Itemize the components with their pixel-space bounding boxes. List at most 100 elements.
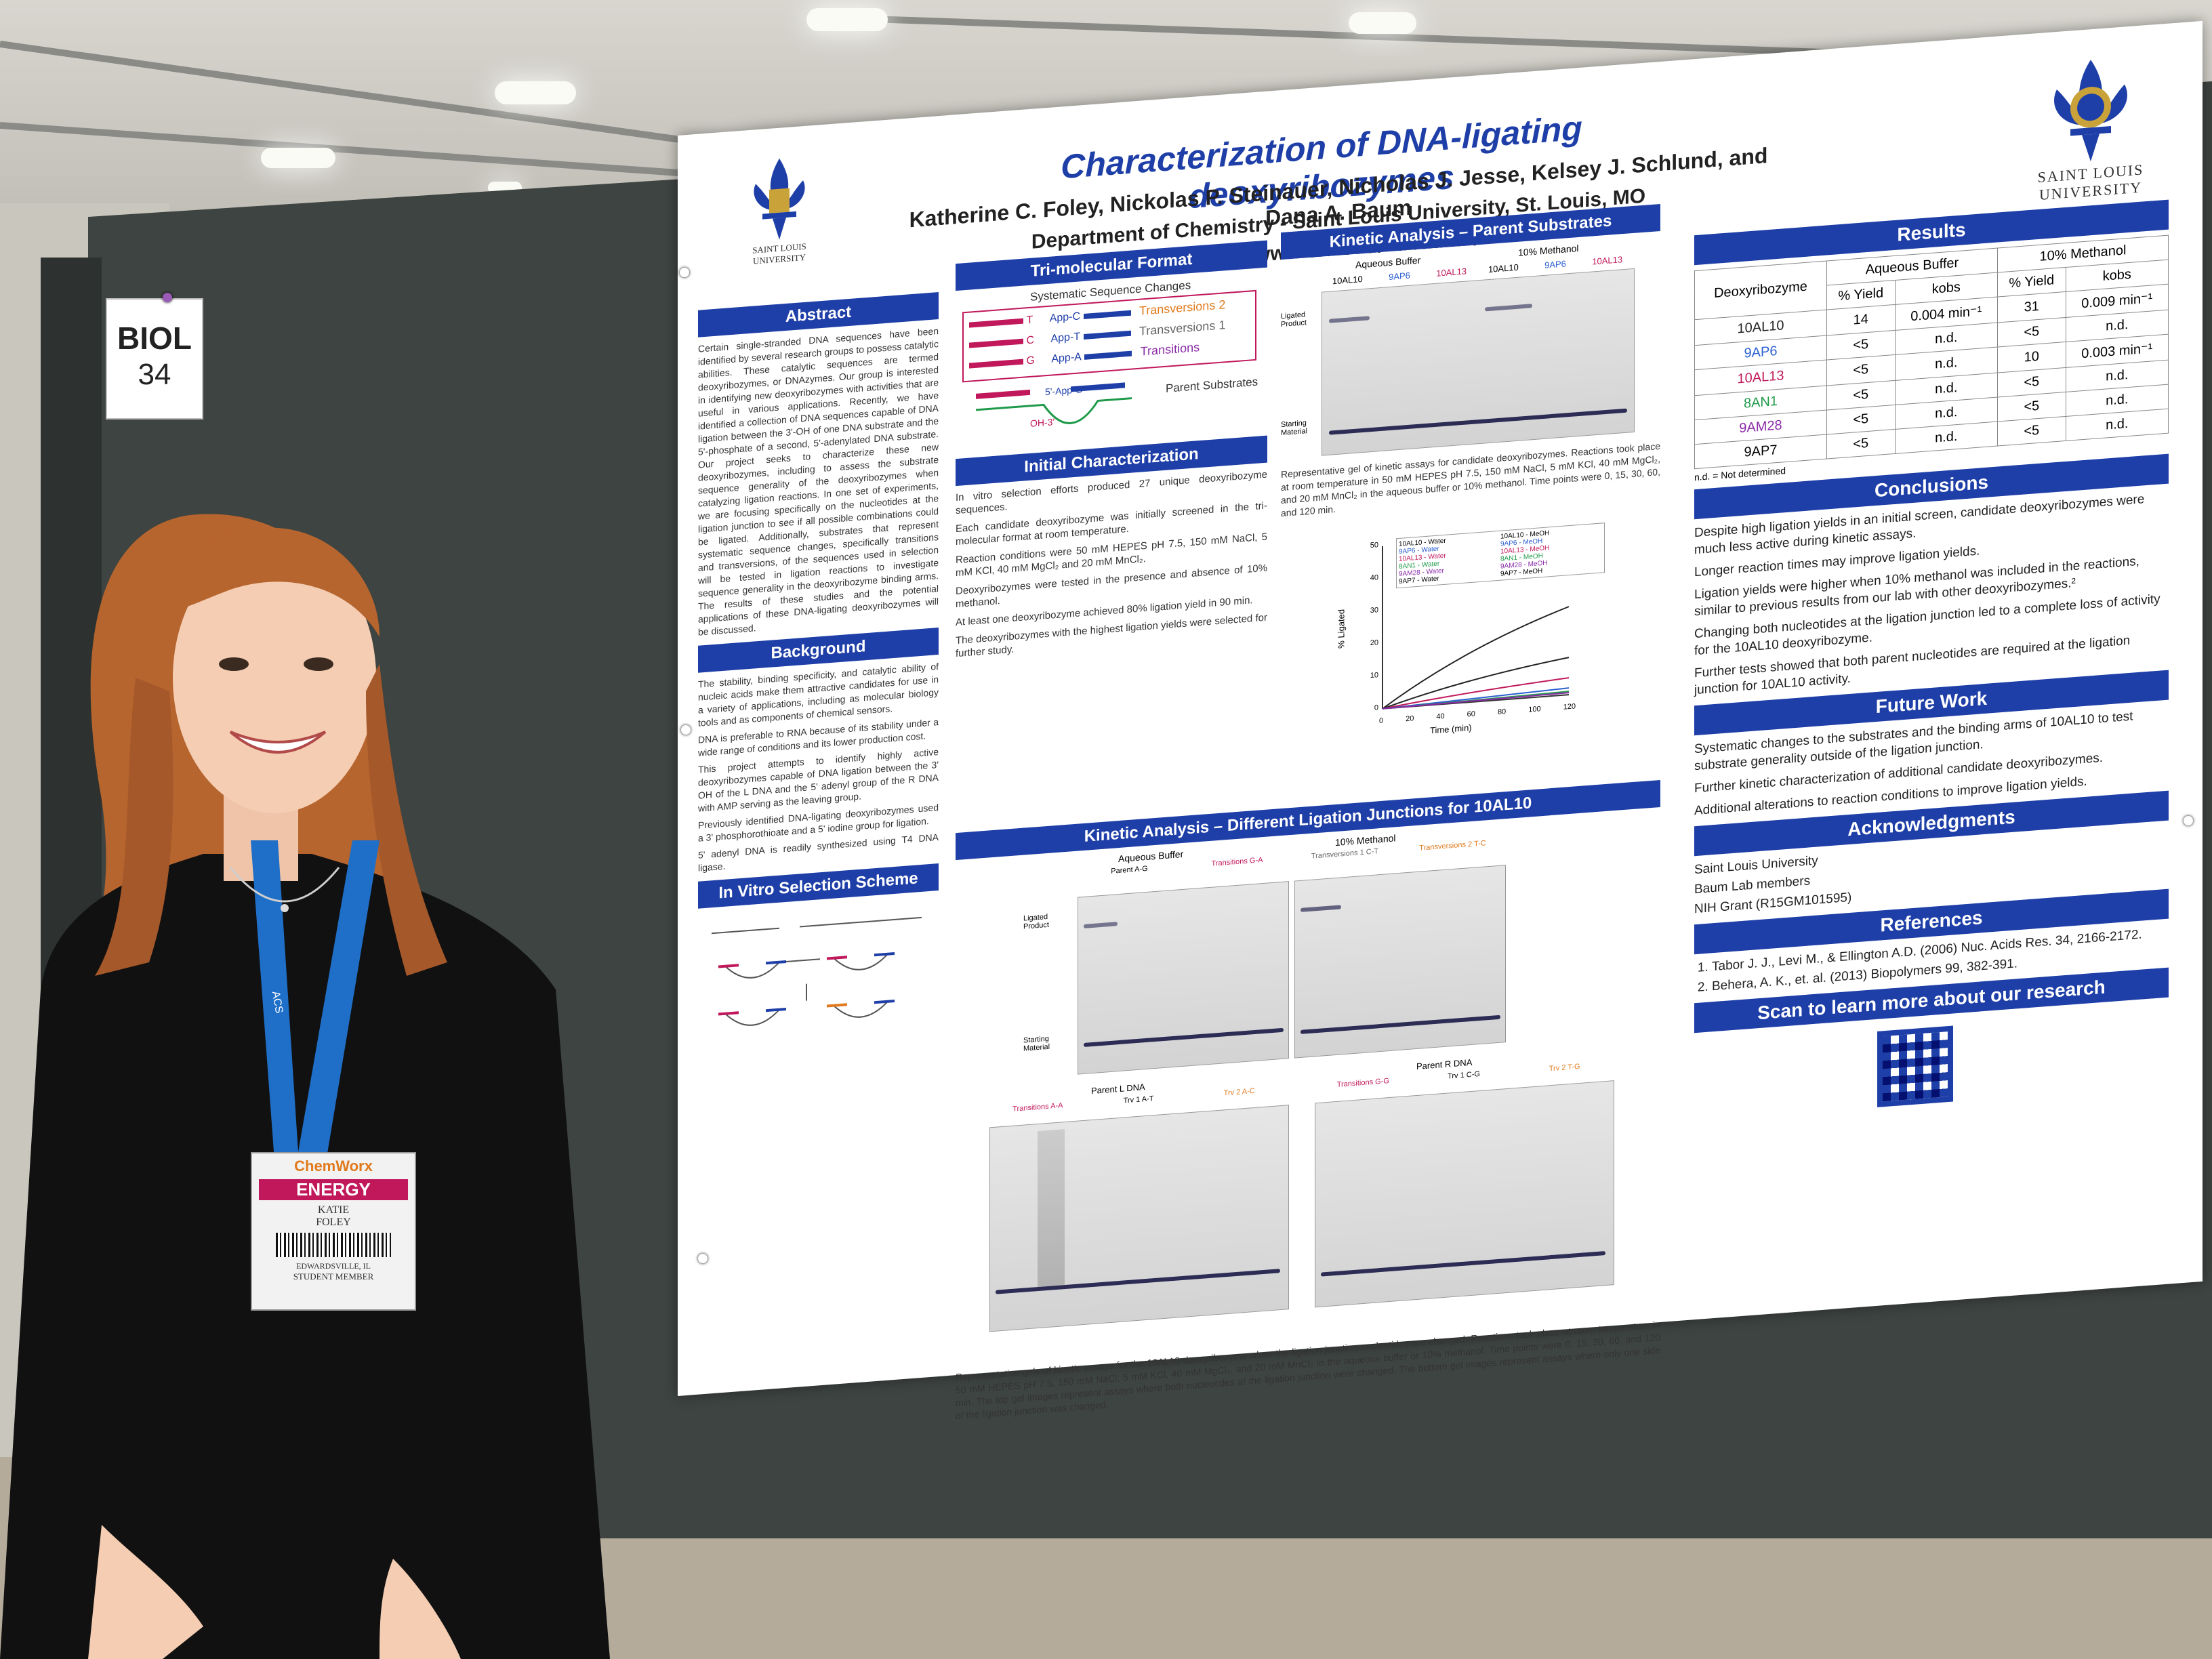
plot-y-label: % Ligated bbox=[1336, 609, 1347, 649]
push-pin bbox=[681, 725, 691, 735]
push-pin bbox=[163, 293, 172, 302]
base-label: G bbox=[1026, 354, 1035, 367]
x-tick: 0 bbox=[1379, 716, 1384, 726]
r-dna-strand bbox=[1083, 310, 1131, 319]
gel-label-methanol: 10% Methanol bbox=[1518, 243, 1579, 258]
y-tick: 40 bbox=[1370, 573, 1378, 583]
r-dna-strand bbox=[1083, 330, 1131, 340]
second-column: Tri-molecular Format Systematic Sequence… bbox=[956, 234, 1267, 666]
x-tick: 120 bbox=[1563, 702, 1576, 712]
qr-code-icon[interactable] bbox=[1877, 1025, 1953, 1107]
cell: <5 bbox=[1997, 416, 2066, 447]
university-seal-icon bbox=[2054, 60, 2127, 162]
starting-label: Starting Material bbox=[1023, 1034, 1050, 1053]
lane-label: Trv 2 A-C bbox=[1223, 1086, 1255, 1098]
ligated-label: Ligated Product bbox=[1023, 912, 1049, 931]
left-gel-header: Parent L DNA bbox=[1091, 1082, 1145, 1097]
lane-label: Transversions 1 C-T bbox=[1311, 847, 1379, 861]
selection-scheme-diagram bbox=[712, 916, 922, 1026]
junction-gel-methanol bbox=[1294, 865, 1506, 1059]
y-tick: 20 bbox=[1370, 638, 1378, 648]
r-dna-strand bbox=[1084, 350, 1132, 360]
badge-last-name: FOLEY bbox=[316, 1216, 351, 1228]
name-badge: ChemWorx ENERGY KATIE FOLEY EDWARDSVILLE… bbox=[251, 1152, 416, 1311]
parent-substrates-label: Parent Substrates bbox=[1166, 375, 1258, 395]
badge-barcode bbox=[276, 1233, 391, 1257]
y-tick: 0 bbox=[1374, 703, 1378, 712]
lane-label: Transversions 2 T-C bbox=[1419, 839, 1486, 853]
lane-label: 9AP6 bbox=[1389, 270, 1410, 283]
booth-sign-line2: 34 bbox=[138, 358, 171, 391]
small-logo-text: SAINT LOUIS UNIVERSITY bbox=[752, 241, 806, 266]
y-tick: 30 bbox=[1370, 606, 1378, 615]
starting-label: Starting Material bbox=[1281, 419, 1308, 438]
left-column: Abstract Certain single-stranded DNA seq… bbox=[698, 285, 939, 1067]
presenter-person bbox=[0, 514, 610, 1659]
parent-l-gel bbox=[989, 1105, 1289, 1332]
gel-band bbox=[1300, 1015, 1500, 1034]
x-tick: 80 bbox=[1497, 708, 1507, 717]
research-poster: SAINT LOUIS UNIVERSITY SAINT LOUIS UNIVE… bbox=[678, 20, 2203, 1421]
gel-band bbox=[1300, 905, 1341, 912]
junction-gel-aqueous bbox=[1078, 881, 1289, 1075]
badge-role: STUDENT MEMBER bbox=[293, 1271, 374, 1282]
gel-band bbox=[1485, 304, 1532, 312]
ceiling-light bbox=[1349, 12, 1416, 34]
gel-band bbox=[1084, 1027, 1284, 1047]
gel-band bbox=[1321, 1251, 1605, 1277]
ligated-label: Ligated Product bbox=[1281, 310, 1307, 329]
right-column: Results Deoxyribozyme Aqueous Buffer 10%… bbox=[1694, 193, 2169, 1120]
booth-sign: BIOL 34 bbox=[106, 298, 203, 419]
gel-label-methanol: 10% Methanol bbox=[1335, 832, 1396, 848]
ceiling-light bbox=[806, 8, 888, 31]
badge-first-name: KATIE bbox=[317, 1204, 350, 1216]
l-dna-strand bbox=[969, 359, 1023, 369]
badge-brand: ChemWorx bbox=[294, 1158, 373, 1174]
app-label: App-C bbox=[1049, 310, 1081, 325]
parent-gel-block: Aqueous Buffer 10% Methanol 10AL10 9AP6 … bbox=[1281, 237, 1660, 468]
x-tick: 60 bbox=[1467, 710, 1475, 719]
lane-label: Transitions G-A bbox=[1211, 856, 1263, 868]
gel-label-aqueous: Aqueous Buffer bbox=[1118, 848, 1184, 865]
junction-gels-block: Kinetic Analysis – Different Ligation Ju… bbox=[956, 773, 1660, 1422]
ceiling-light bbox=[261, 148, 335, 168]
base-label: C bbox=[1026, 334, 1035, 347]
gel-band bbox=[1329, 316, 1370, 323]
fleur-de-lis-icon bbox=[754, 158, 805, 240]
lane-label: 10AL13 bbox=[1436, 266, 1467, 279]
lane-label: 10AL13 bbox=[1592, 254, 1623, 267]
lane-label: Transitions A-A bbox=[1012, 1101, 1063, 1113]
top-gels: Aqueous Buffer 10% Methanol Parent A-G T… bbox=[956, 813, 1660, 1089]
lane-label: Transitions G-G bbox=[1336, 1077, 1389, 1089]
x-tick: 20 bbox=[1406, 714, 1414, 724]
background-list: The stability, binding specificity, and … bbox=[698, 660, 939, 875]
plot-area bbox=[1382, 546, 1570, 710]
gel-band bbox=[1329, 408, 1627, 435]
lane-label: Trv 2 T-G bbox=[1549, 1062, 1580, 1073]
bottom-gels: Parent L DNA Parent R DNA Transitions A-… bbox=[956, 1043, 1660, 1367]
deoxyribozyme-diagram bbox=[976, 382, 1132, 424]
third-column: Kinetic Analysis – Parent Substrates Aqu… bbox=[1281, 197, 1660, 750]
base-label: T bbox=[1026, 314, 1033, 327]
conclusions-list: Despite high ligation yields in an initi… bbox=[1694, 489, 2169, 699]
trimolecular-figure: Systematic Sequence Changes T App-C Tran… bbox=[956, 273, 1267, 453]
gel-smear bbox=[1038, 1129, 1065, 1288]
app-label: App-A bbox=[1051, 351, 1082, 365]
y-tick: 10 bbox=[1370, 671, 1378, 680]
gel-label-aqueous: Aqueous Buffer bbox=[1355, 254, 1421, 270]
badge-theme: ENERGY bbox=[259, 1179, 408, 1200]
plot-y-ticks: 50 40 30 20 10 0 bbox=[1362, 541, 1378, 713]
booth-sign-line1: BIOL bbox=[117, 321, 192, 356]
push-pin bbox=[698, 1254, 708, 1263]
kinetics-plot: % Ligated Time (min) 50 40 30 20 10 0 bbox=[1281, 505, 1660, 750]
plot-x-label: Time (min) bbox=[1430, 722, 1472, 736]
initial-list: In vitro selection efforts produced 27 u… bbox=[956, 468, 1267, 661]
push-pin bbox=[680, 268, 689, 277]
abstract-text: Certain single-stranded DNA sequences ha… bbox=[698, 325, 939, 638]
ceiling-light bbox=[495, 81, 576, 104]
parent-gel-image bbox=[1322, 268, 1635, 456]
plot-legend: 10AL10 - Water 10AL10 - MeOH 9AP6 - Wate… bbox=[1396, 523, 1605, 589]
badge-city: EDWARDSVILLE, IL bbox=[296, 1261, 371, 1271]
push-pin bbox=[2184, 816, 2193, 825]
right-gel-header: Parent R DNA bbox=[1416, 1057, 1473, 1072]
